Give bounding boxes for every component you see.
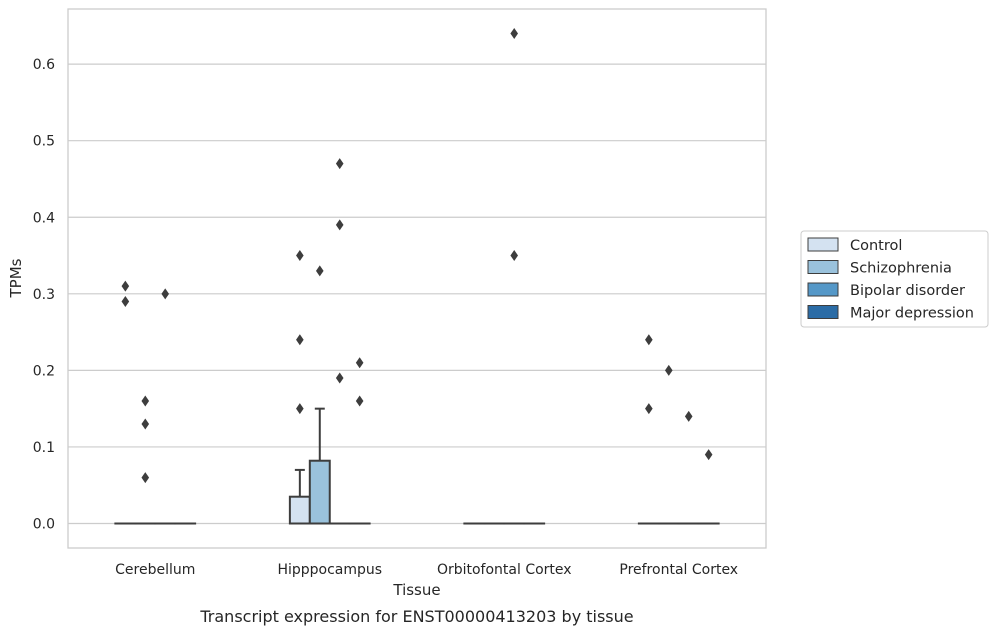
outlier-point — [296, 403, 304, 415]
gridlines — [68, 63, 766, 525]
outlier-point — [335, 372, 344, 384]
outlier-point — [121, 295, 130, 307]
legend-label: Major depression — [850, 306, 974, 322]
legend-swatch — [807, 260, 839, 274]
outlier-point — [315, 265, 324, 277]
legend-label: Control — [850, 238, 902, 254]
legend-swatch — [807, 237, 839, 252]
legend-label: Bipolar disorder — [850, 283, 965, 299]
legend-label: Schizophrenia — [850, 261, 952, 277]
y-tick-label: 0.1 — [33, 440, 55, 456]
y-tick-label: 0.5 — [33, 134, 55, 150]
outlier-point — [296, 250, 304, 262]
legend: Control Schizophrenia Bipolar disorder Majo… — [800, 230, 989, 328]
outlier-point — [684, 410, 693, 422]
box-marks — [114, 28, 720, 525]
box — [288, 495, 311, 525]
plot-frame — [67, 8, 767, 549]
y-axis-label: TPMs — [7, 258, 25, 298]
y-tick-label: 0.6 — [33, 57, 55, 73]
x-tick-label: Cerebellum — [115, 562, 195, 578]
chart-caption: Transcript expression for ENST0000041320… — [199, 607, 633, 626]
box — [308, 459, 331, 525]
outlier-point — [355, 357, 364, 369]
legend-frame — [800, 230, 989, 328]
y-tick-label: 0.2 — [33, 363, 55, 379]
outlier-point — [645, 403, 653, 415]
x-axis-label: Tissue — [392, 581, 440, 599]
legend-swatch — [807, 282, 839, 297]
x-axis-ticks: Cerebellum Hipppocampus Orbitofontal Corte… — [115, 562, 738, 578]
outlier-point — [335, 158, 344, 170]
outlier-point — [161, 288, 170, 300]
outlier-point — [335, 219, 344, 231]
y-tick-label: 0.4 — [33, 210, 55, 226]
legend-swatch — [807, 305, 839, 319]
outlier-point — [510, 28, 519, 39]
x-tick-label: Prefrontal Cortex — [619, 562, 738, 578]
outlier-point — [141, 418, 150, 430]
outlier-point — [704, 449, 713, 461]
y-tick-label: 0.0 — [33, 517, 55, 533]
outlier-point — [355, 395, 364, 407]
outlier-point — [664, 364, 673, 376]
outlier-point — [510, 250, 519, 262]
x-tick-label: Orbitofontal Cortex — [437, 562, 572, 578]
outlier-point — [121, 280, 130, 292]
y-axis-ticks: 0.0 0.1 0.2 0.3 0.4 0.5 0.6 — [33, 57, 55, 532]
outlier-point — [141, 395, 150, 407]
outlier-point — [645, 334, 653, 346]
x-tick-label: Hipppocampus — [277, 562, 382, 578]
y-tick-label: 0.3 — [33, 287, 55, 303]
outlier-point — [296, 334, 304, 346]
outlier-point — [141, 472, 150, 484]
